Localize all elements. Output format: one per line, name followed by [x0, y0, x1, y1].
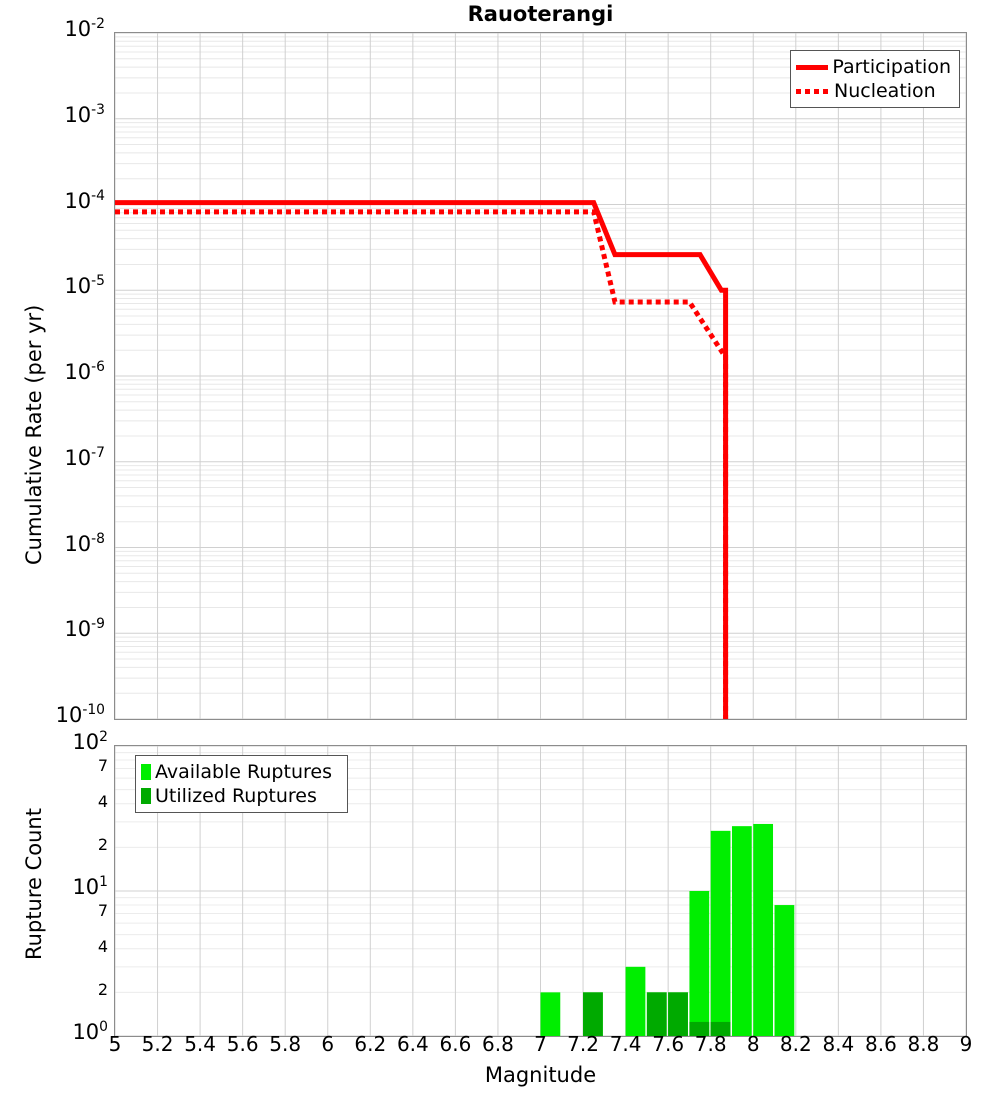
x-tick: 8.8	[907, 1032, 940, 1056]
x-tick: 5.2	[141, 1032, 174, 1056]
utilized-ruptures-swatch-icon	[141, 788, 151, 804]
top-y-tick: 10-4	[64, 187, 105, 213]
bar-available	[625, 966, 646, 1036]
x-tick: 5	[108, 1032, 122, 1056]
top-legend: Participation Nucleation	[790, 50, 960, 108]
x-tick: 7	[534, 1032, 547, 1056]
x-tick: 7.6	[652, 1032, 685, 1056]
bottom-y-tick: 4	[97, 936, 108, 956]
bar-available	[689, 891, 710, 1036]
legend-item-available-ruptures[interactable]: Available Ruptures	[141, 760, 339, 784]
top-y-tick: 10-10	[55, 702, 105, 727]
bottom-y-tick: 100	[72, 1019, 108, 1044]
x-tick: 6.2	[354, 1032, 387, 1056]
x-tick: 6	[321, 1032, 335, 1056]
x-tick: 7.4	[609, 1032, 642, 1056]
x-tick: 6.4	[396, 1032, 429, 1056]
legend-item-nucleation[interactable]: Nucleation	[796, 79, 951, 103]
x-tick: 5.8	[269, 1032, 302, 1056]
bar-utilized	[668, 992, 688, 1036]
bottom-y-tick: 102	[72, 729, 108, 754]
top-y-tick: 10-2	[64, 16, 105, 41]
x-tick: 6.8	[482, 1032, 514, 1056]
bottom-legend: Available Ruptures Utilized Ruptures	[135, 755, 348, 813]
top-y-tick: 10-3	[64, 101, 105, 127]
bar-utilized	[583, 992, 603, 1036]
series-nucleation	[115, 209, 729, 719]
x-tick: 8.4	[822, 1032, 855, 1056]
page-title: Rauoterangi	[467, 2, 614, 26]
bottom-y-tick: 7	[97, 756, 108, 776]
top-y-tick: 10-5	[64, 273, 105, 299]
bottom-y-tick: 2	[97, 835, 108, 855]
bar-available	[753, 823, 774, 1036]
legend-item-utilized-ruptures[interactable]: Utilized Ruptures	[141, 784, 339, 808]
bar-available	[710, 830, 731, 1036]
dotted-line-icon	[796, 88, 830, 94]
x-tick: 7.2	[567, 1032, 599, 1056]
top-y-tick: 10-7	[64, 444, 105, 470]
bottom-y-tick: 4	[97, 791, 108, 811]
x-tick: 5.6	[226, 1032, 259, 1056]
x-tick: 8	[746, 1032, 760, 1056]
top-y-tick: 10-6	[64, 359, 105, 384]
x-tick: 6.6	[439, 1032, 472, 1056]
bar-utilized	[689, 1021, 710, 1036]
solid-line-icon	[796, 64, 829, 70]
top-y-tick: 10-8	[64, 530, 105, 556]
available-ruptures-swatch-icon	[141, 764, 151, 780]
x-tick: 5.4	[184, 1032, 216, 1056]
bar-utilized	[710, 1021, 731, 1036]
x-axis-label: Magnitude	[484, 1063, 597, 1087]
legend-label-participation: Participation	[832, 56, 951, 78]
x-tick: 8.2	[779, 1032, 812, 1056]
bar-available	[540, 992, 561, 1036]
bottom-y-tick: 101	[72, 874, 108, 899]
bottom-y-tick: 7	[97, 901, 108, 921]
legend-label-available-ruptures: Available Ruptures	[155, 761, 332, 783]
x-tick: 9	[959, 1032, 973, 1056]
bottom-y-tick: 2	[97, 980, 108, 1000]
legend-label-nucleation: Nucleation	[834, 80, 936, 102]
cumulative-rate-svg	[115, 33, 966, 719]
series-participation	[115, 200, 729, 719]
legend-label-utilized-ruptures: Utilized Ruptures	[155, 785, 317, 807]
top-y-tick: 10-9	[64, 616, 105, 642]
bar-available	[731, 826, 752, 1036]
x-tick: 8.6	[864, 1032, 897, 1056]
top-y-axis-label: Cumulative Rate (per yr)	[22, 304, 46, 565]
cumulative-rate-plot	[114, 32, 967, 720]
legend-item-participation[interactable]: Participation	[796, 55, 951, 79]
x-tick: 7.8	[694, 1032, 727, 1056]
bar-available	[774, 905, 795, 1036]
bar-utilized	[646, 992, 667, 1036]
